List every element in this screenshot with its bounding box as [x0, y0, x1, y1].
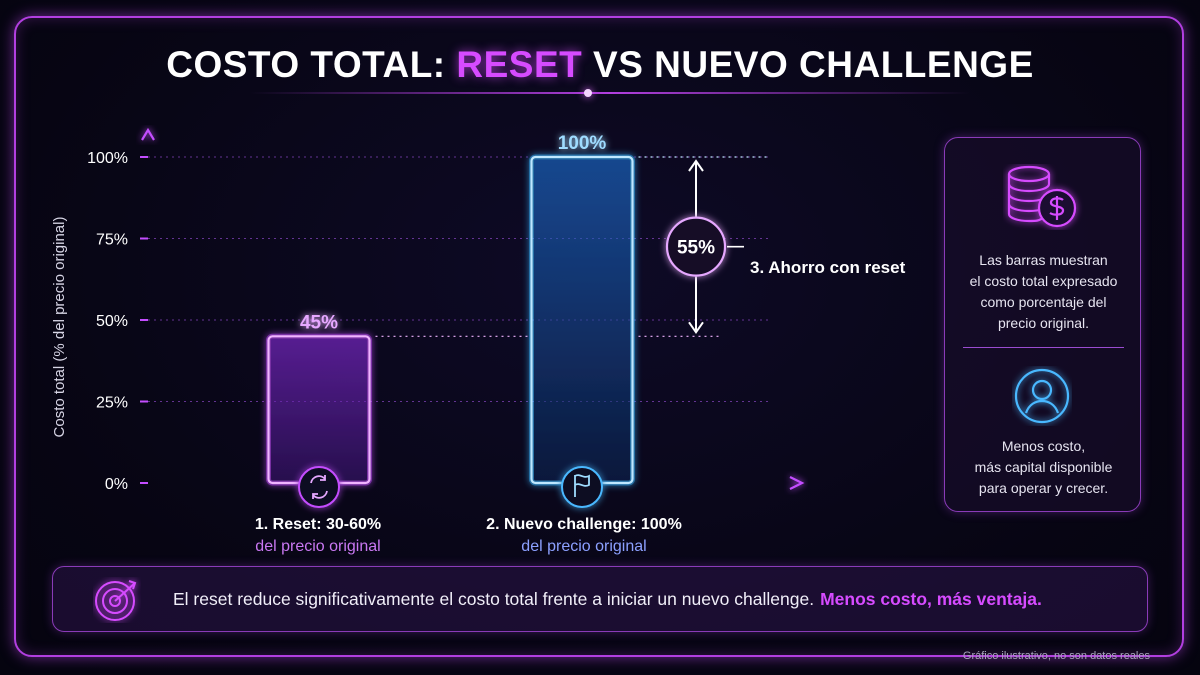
- savings-circle: [665, 216, 727, 277]
- user-icon: [1014, 368, 1070, 424]
- bar-value-label-1: 45%: [300, 312, 338, 333]
- savings-annotation-label: 3. Ahorro con reset: [750, 258, 906, 277]
- y-tick-label-50: 50%: [96, 313, 128, 330]
- info-text-2-line-1: Menos costo,: [1001, 438, 1086, 454]
- conclusion-box: El reset reduce significativamente el co…: [52, 566, 1148, 632]
- title-part1: COSTO TOTAL:: [166, 44, 446, 85]
- info-panel-text-2: Menos costo, más capital disponible para…: [945, 436, 1142, 499]
- outer-frame: [14, 16, 1184, 657]
- category-label-new-title: 2. Nuevo challenge: 100%: [486, 516, 682, 533]
- savings-arrowhead-down: [688, 321, 704, 335]
- info-text-1-line-1: Las barras muestran: [979, 252, 1108, 268]
- reset-icon-circle: [298, 466, 340, 508]
- info-panel-divider: [963, 347, 1124, 348]
- info-panel-text-1: Las barras muestran el costo total expre…: [945, 250, 1142, 334]
- info-text-2-line-2: más capital disponible: [974, 459, 1113, 475]
- info-text-2-line-3: para operar y crecer.: [978, 480, 1109, 496]
- category-label-reset-sub: del precio original: [255, 538, 381, 555]
- title-accent: RESET: [456, 44, 583, 85]
- savings-value-label: 55%: [677, 238, 715, 259]
- conclusion-main: El reset reduce significativamente el co…: [173, 589, 815, 609]
- flag-icon-circle: [561, 466, 603, 508]
- y-tick-label-75: 75%: [96, 232, 128, 249]
- bar-glow-2: [529, 154, 635, 486]
- conclusion-text: El reset reduce significativamente el co…: [173, 589, 1042, 610]
- category-label-new-sub: del precio original: [521, 538, 647, 555]
- category-label-reset: 1. Reset: 30-60% del precio original: [218, 514, 418, 558]
- title-underline-dot: [584, 89, 592, 97]
- y-tick-label-100: 100%: [87, 150, 128, 167]
- x-axis-arrow: [789, 476, 805, 490]
- flag-icon: [574, 474, 590, 497]
- conclusion-highlight: Menos costo, más ventaja.: [820, 589, 1042, 609]
- footnote: Gráfico ilustrativo, no son datos reales: [962, 650, 1150, 662]
- savings-arrowhead-up: [688, 159, 704, 172]
- y-axis-arrow: [141, 127, 155, 141]
- info-text-1-line-2: el costo total expresado: [969, 273, 1118, 289]
- category-label-new: 2. Nuevo challenge: 100% del precio orig…: [464, 514, 704, 558]
- bar-value-label-2: 100%: [558, 133, 607, 154]
- title-part2: VS NUEVO CHALLENGE: [593, 44, 1034, 85]
- category-label-reset-title: 1. Reset: 30-60%: [254, 516, 382, 533]
- info-text-1-line-3: como porcentaje del: [980, 294, 1107, 310]
- title-underline: [250, 92, 970, 94]
- info-text-1-line-4: precio original.: [997, 315, 1090, 331]
- info-panel: Las barras muestran el costo total expre…: [944, 137, 1141, 512]
- y-tick-label-0: 0%: [105, 476, 128, 493]
- page-title: COSTO TOTAL: RESET VS NUEVO CHALLENGE: [0, 44, 1200, 86]
- y-tick-label-25: 25%: [96, 395, 128, 412]
- coins-dollar-icon: [1007, 165, 1077, 228]
- y-axis-label: Costo total (% del precio original): [51, 216, 68, 438]
- reset-icon: [310, 475, 328, 499]
- bar-glow-1: [266, 333, 372, 486]
- target-icon: [95, 580, 137, 621]
